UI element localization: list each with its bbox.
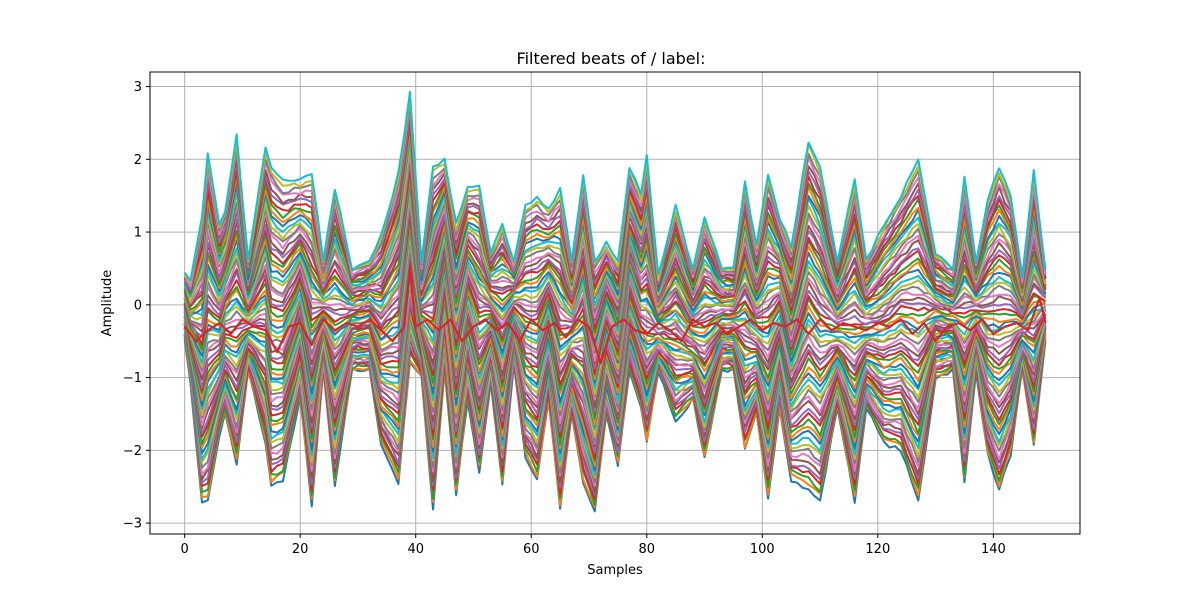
beat-series-line [183,179,1047,345]
beat-series-line [183,266,1047,426]
beat-series-line [183,242,1047,401]
y-tick-label: −3 [123,517,142,532]
x-axis-ticks: 0 20 40 60 80 100 120 140 [181,534,1006,557]
beat-series-line [183,90,1047,282]
beat-series-line [183,205,1047,370]
beat-series-line [183,188,1047,351]
y-tick-label: 2 [134,153,142,168]
y-tick-label: −2 [123,444,142,459]
y-axis-label: Amplitude [100,270,115,337]
beat-series-line [183,232,1046,396]
x-tick-label: 140 [981,542,1006,557]
y-tick-label: 0 [134,298,142,313]
y-axis-ticks: −3 −2 −1 0 1 2 3 [123,80,150,532]
beat-series-line [183,154,1047,321]
x-tick-label: 20 [292,542,309,557]
x-tick-label: 60 [523,542,540,557]
beat-series-line [183,212,1046,375]
x-tick-label: 100 [750,542,775,557]
beat-series-line [183,202,1047,365]
y-tick-label: 1 [134,226,142,241]
highlight-beat-line [183,267,1047,365]
beat-series-line [183,160,1047,325]
beat-series-line [183,221,1046,381]
plot-frame [149,71,1081,535]
x-tick-label: 0 [181,542,189,557]
x-tick-label: 40 [407,542,424,557]
beat-series-line [183,197,1047,362]
beat-series-line [183,182,1047,348]
y-tick-label: 3 [134,80,142,95]
beat-series-line [183,146,1047,314]
beat-series-line [183,138,1047,307]
y-tick-label: −1 [123,371,142,386]
x-tick-label: 120 [865,542,890,557]
x-axis-label: Samples [587,563,643,578]
x-tick-label: 80 [638,542,655,557]
chart-title: Filtered beats of / label: [517,49,706,68]
series-group [183,90,1047,513]
